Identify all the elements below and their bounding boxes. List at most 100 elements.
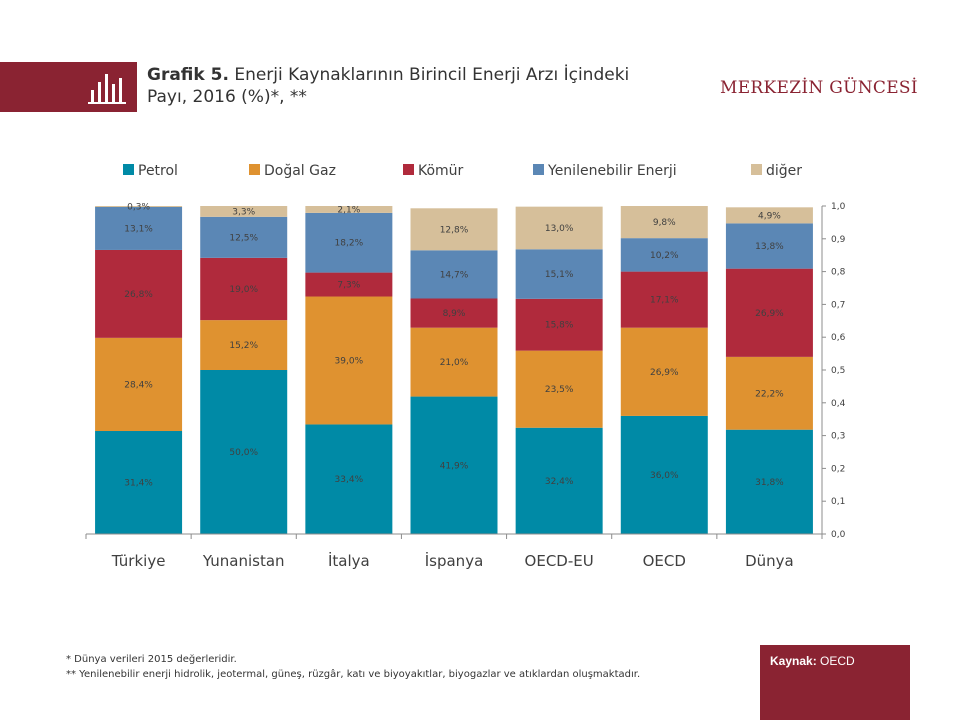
bar-oecd-eu-yenilenebilir-enerji: [515, 249, 603, 299]
page-title: Grafik 5. Enerji Kaynaklarının Birincil …: [147, 64, 667, 108]
data-label-yunanistan-petrol: 50,0%: [229, 448, 258, 458]
bar-yunanistan-dogal-gaz: [200, 320, 288, 370]
bar-yunanistan-komur: [200, 257, 288, 321]
data-label-ispanya-komur: 8,9%: [443, 309, 466, 319]
data-label-oecd-petrol: 36,0%: [650, 471, 679, 481]
bar-ispanya-komur: [410, 298, 498, 328]
data-label-turkiye-dogal-gaz: 28,4%: [124, 380, 153, 390]
x-tick-label-italya: İtalya: [328, 551, 370, 570]
bar-oecd-komur: [620, 271, 708, 328]
bar-yunanistan-yenilenebilir-enerji: [200, 216, 288, 258]
title-text: Enerji Kaynaklarının Birincil Enerji Arz…: [147, 65, 630, 107]
bar-ispanya-yenilenebilir-enerji: [410, 250, 498, 299]
x-tick-label-dunya: Dünya: [745, 552, 794, 570]
bar-turkiye-diger: [95, 206, 183, 207]
y-tick-label: 0,7: [831, 300, 845, 310]
bar-ispanya-petrol: [410, 396, 498, 534]
y-tick-label: 0,8: [831, 268, 846, 278]
data-label-yunanistan-dogal-gaz: 15,2%: [229, 341, 258, 351]
brand-name: MERKEZİN GÜNCESİ: [720, 78, 918, 98]
data-label-oecd-dogal-gaz: 26,9%: [650, 368, 679, 378]
data-label-italya-dogal-gaz: 39,0%: [335, 356, 364, 366]
legend-label-komur: Kömür: [418, 163, 464, 179]
y-tick-label: 0,9: [831, 235, 846, 245]
data-label-turkiye-diger: 0,3%: [127, 202, 150, 212]
bar-oecd-dogal-gaz: [620, 327, 708, 416]
data-label-turkiye-petrol: 31,4%: [124, 479, 153, 489]
source-box: Kaynak: OECD: [760, 645, 910, 720]
data-label-dunya-diger: 4,9%: [758, 211, 781, 221]
y-tick-label: 1,0: [831, 202, 846, 212]
y-tick-label: 0,5: [831, 366, 845, 376]
bar-italya-dogal-gaz: [305, 296, 393, 425]
x-tick-label-oecd: OECD: [643, 552, 686, 570]
data-label-yunanistan-komur: 19,0%: [229, 285, 258, 295]
y-tick-label: 0,1: [831, 497, 845, 507]
x-tick-label-oecd-eu: OECD-EU: [525, 552, 594, 570]
data-label-italya-diger: 2,1%: [337, 205, 360, 215]
bar-oecd-eu-diger: [515, 206, 603, 250]
data-label-oecd-eu-petrol: 32,4%: [545, 477, 574, 487]
legend-label-diger: diğer: [766, 163, 802, 179]
bar-yunanistan-petrol: [200, 370, 288, 534]
data-label-ispanya-yenilenebilir-enerji: 14,7%: [440, 270, 469, 280]
data-label-turkiye-komur: 26,8%: [124, 290, 153, 300]
data-label-dunya-petrol: 31,8%: [755, 478, 784, 488]
data-label-oecd-eu-komur: 15,8%: [545, 321, 574, 331]
legend-swatch-petrol: [123, 164, 134, 175]
bar-ispanya-dogal-gaz: [410, 327, 498, 397]
x-tick-label-yunanistan: Yunanistan: [202, 552, 285, 570]
data-label-ispanya-dogal-gaz: 21,0%: [440, 358, 469, 368]
data-label-yunanistan-diger: 3,3%: [232, 207, 255, 217]
footnotes: * Dünya verileri 2015 değerleridir. ** Y…: [66, 652, 640, 682]
bar-dunya-petrol: [725, 429, 813, 534]
bar-italya-diger: [305, 206, 393, 213]
title-prefix: Grafik 5.: [147, 65, 229, 85]
bar-dunya-dogal-gaz: [725, 356, 813, 430]
data-label-dunya-yenilenebilir-enerji: 13,8%: [755, 242, 784, 252]
bar-chart-icon: [88, 74, 126, 104]
bar-italya-petrol: [305, 424, 393, 534]
bar-oecd-petrol: [620, 415, 708, 534]
bar-dunya-diger: [725, 207, 813, 224]
source-value: OECD: [816, 654, 855, 668]
bar-oecd-eu-petrol: [515, 427, 603, 534]
bar-turkiye-dogal-gaz: [95, 337, 183, 432]
bar-oecd-eu-dogal-gaz: [515, 350, 603, 428]
y-tick-label: 0,3: [831, 432, 845, 442]
bar-italya-yenilenebilir-enerji: [305, 212, 393, 273]
data-label-yunanistan-yenilenebilir-enerji: 12,5%: [229, 233, 258, 243]
data-label-dunya-dogal-gaz: 22,2%: [755, 389, 784, 399]
legend-swatch-komur: [403, 164, 414, 175]
data-label-oecd-diger: 9,8%: [653, 218, 676, 228]
bar-turkiye-yenilenebilir-enerji: [95, 206, 183, 250]
bar-oecd-diger: [620, 206, 708, 239]
data-label-dunya-komur: 26,9%: [755, 309, 784, 319]
bar-turkiye-petrol: [95, 431, 183, 534]
data-label-ispanya-diger: 12,8%: [440, 225, 469, 235]
bar-italya-komur: [305, 272, 393, 297]
legend-label-dogal-gaz: Doğal Gaz: [264, 163, 336, 179]
data-label-turkiye-yenilenebilir-enerji: 13,1%: [124, 224, 153, 234]
bar-turkiye-komur: [95, 249, 183, 338]
data-label-oecd-eu-diger: 13,0%: [545, 224, 574, 234]
bar-oecd-eu-komur: [515, 298, 603, 351]
legend-swatch-diger: [751, 164, 762, 175]
data-label-oecd-yenilenebilir-enerji: 10,2%: [650, 251, 679, 261]
legend-swatch-yenilenebilir-enerji: [533, 164, 544, 175]
y-tick-label: 0,0: [831, 530, 846, 540]
y-tick-label: 0,6: [831, 333, 846, 343]
legend-label-yenilenebilir-enerji: Yenilenebilir Enerji: [547, 163, 677, 179]
footnote-2: ** Yenilenebilir enerji hidrolik, jeoter…: [66, 669, 641, 680]
data-label-oecd-komur: 17,1%: [650, 296, 679, 306]
y-tick-label: 0,2: [831, 464, 845, 474]
data-label-oecd-eu-dogal-gaz: 23,5%: [545, 385, 574, 395]
footnote-1: * Dünya verileri 2015 değerleridir.: [66, 654, 237, 665]
data-label-oecd-eu-yenilenebilir-enerji: 15,1%: [545, 270, 574, 280]
source-label: Kaynak:: [770, 654, 817, 668]
y-tick-label: 0,4: [831, 399, 846, 409]
x-tick-label-turkiye: Türkiye: [111, 552, 166, 570]
bar-dunya-yenilenebilir-enerji: [725, 223, 813, 269]
data-label-italya-yenilenebilir-enerji: 18,2%: [335, 239, 364, 249]
bar-yunanistan-diger: [200, 206, 288, 217]
